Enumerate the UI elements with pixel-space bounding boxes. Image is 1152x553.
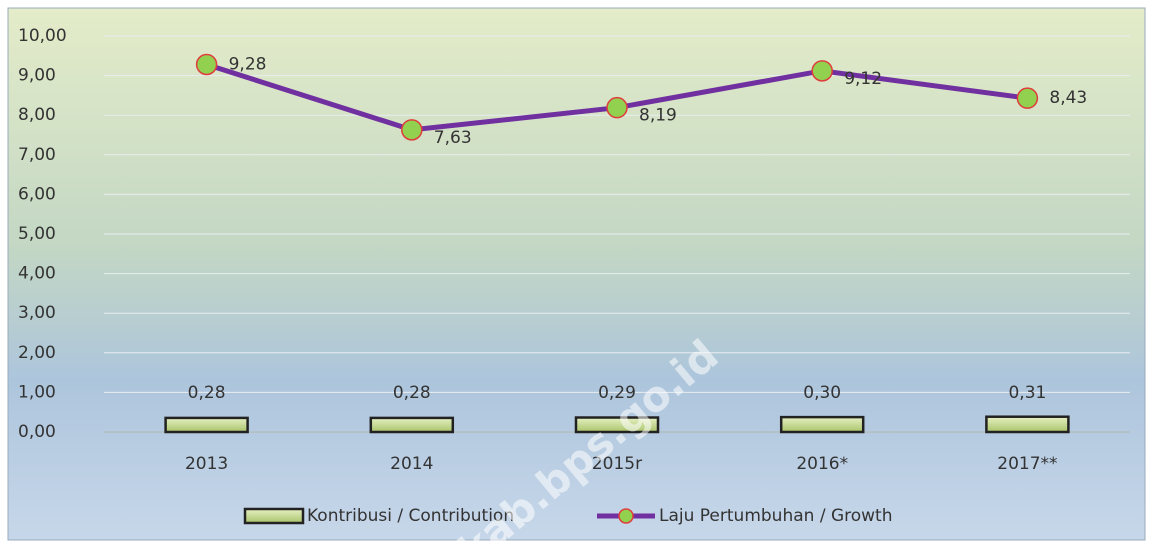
data-label: 0,31 [1008, 383, 1046, 403]
x-tick-label: 2017** [997, 454, 1057, 474]
y-tick-label: 1,00 [18, 382, 56, 402]
line-marker [606, 96, 628, 119]
line-marker [195, 53, 218, 76]
y-tick-label: 7,00 [18, 145, 56, 165]
data-label: 7,63 [434, 128, 472, 148]
x-tick-label: 2016* [796, 454, 848, 474]
legend-swatch [243, 507, 305, 525]
data-label: 8,19 [639, 106, 677, 126]
legend-label: Laju Pertumbuhan / Growth [659, 506, 892, 526]
line-marker [401, 119, 423, 141]
legend-swatch [618, 508, 634, 524]
y-tick-label: 5,00 [18, 224, 56, 244]
y-tick-label: 2,00 [18, 343, 56, 363]
y-tick-label: 3,00 [18, 303, 56, 323]
data-label: 0,29 [598, 383, 636, 403]
y-tick-label: 6,00 [18, 184, 56, 204]
bar [164, 416, 249, 434]
x-tick-label: 2015r [592, 454, 642, 474]
bar [985, 415, 1070, 434]
bar [369, 416, 455, 434]
line-marker [1016, 87, 1039, 109]
data-label: 9,28 [229, 55, 267, 75]
line-marker [811, 60, 833, 82]
y-tick-label: 0,00 [18, 422, 56, 442]
legend-label: Kontribusi / Contribution [307, 506, 514, 526]
data-label: 0,28 [188, 383, 226, 403]
data-label: 0,30 [803, 383, 841, 403]
data-label: 8,43 [1049, 88, 1087, 108]
y-tick-label: 10,00 [18, 26, 67, 46]
bar [574, 416, 660, 434]
y-tick-label: 4,00 [18, 264, 56, 284]
y-tick-label: 9,00 [18, 66, 56, 86]
x-tick-label: 2013 [185, 454, 228, 474]
data-label: 0,28 [393, 383, 431, 403]
y-tick-label: 8,00 [18, 105, 56, 125]
bar [779, 415, 865, 434]
data-label: 9,12 [844, 69, 882, 89]
x-tick-label: 2014 [390, 454, 433, 474]
